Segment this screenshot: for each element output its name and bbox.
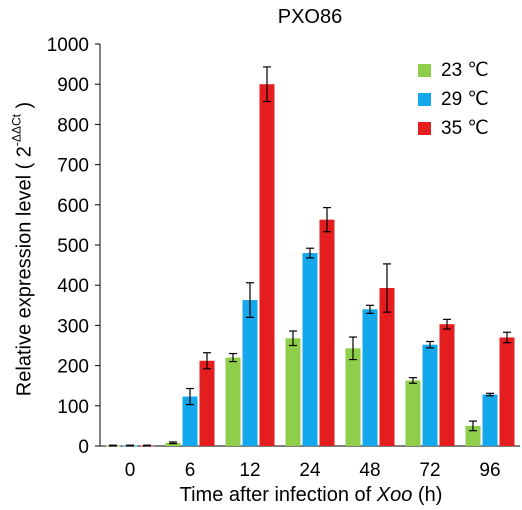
x-axis-label-main: Time after infection of bbox=[179, 484, 377, 506]
legend: 23 ℃ 29 ℃ 35 ℃ bbox=[418, 56, 489, 143]
y-tick-label: 300 bbox=[57, 316, 89, 337]
bar-29-96 bbox=[482, 394, 498, 446]
legend-label-23: 23 ℃ bbox=[441, 60, 489, 81]
y-tick-label: 0 bbox=[78, 437, 89, 458]
legend-item-29: 29 ℃ bbox=[418, 85, 489, 114]
y-tick-label: 500 bbox=[57, 236, 89, 257]
y-tick-label: 1000 bbox=[47, 35, 89, 56]
y-tick-label: 800 bbox=[57, 115, 89, 136]
x-axis-label: Time after infection of Xoo (h) bbox=[100, 484, 522, 507]
y-axis-label: Relative expression level ( 2-ΔΔCt ) bbox=[9, 101, 37, 397]
y-tick-label: 900 bbox=[57, 75, 89, 96]
legend-item-35: 35 ℃ bbox=[418, 114, 489, 143]
bar-23-48 bbox=[345, 348, 361, 446]
legend-label-35: 35 ℃ bbox=[441, 118, 489, 139]
legend-swatch-35 bbox=[418, 122, 431, 135]
bar-29-6 bbox=[182, 396, 198, 446]
y-tick-label: 400 bbox=[57, 276, 89, 297]
x-tick-label: 12 bbox=[239, 460, 260, 481]
bar-35-72 bbox=[439, 324, 455, 446]
legend-item-23: 23 ℃ bbox=[418, 56, 489, 85]
bar-35-96 bbox=[499, 337, 515, 446]
bar-23-12 bbox=[225, 357, 241, 446]
bar-29-48 bbox=[362, 309, 378, 446]
bar-23-24 bbox=[285, 338, 301, 446]
y-tick-label: 200 bbox=[57, 357, 89, 378]
bar-29-12 bbox=[242, 300, 258, 446]
legend-swatch-29 bbox=[418, 93, 431, 106]
legend-label-29: 29 ℃ bbox=[441, 89, 489, 110]
chart-title: PXO86 bbox=[277, 6, 343, 28]
bar-29-72 bbox=[422, 344, 438, 446]
bar-35-24 bbox=[319, 219, 335, 446]
bar-23-6 bbox=[165, 442, 181, 446]
x-tick-label: 48 bbox=[359, 460, 380, 481]
y-axis-label-superscript: -ΔΔCt bbox=[9, 114, 24, 147]
bar-35-48 bbox=[379, 288, 395, 446]
y-axis-label-close: ) bbox=[13, 101, 36, 115]
x-tick-label: 72 bbox=[419, 460, 440, 481]
y-tick-label: 600 bbox=[57, 196, 89, 217]
bar-23-72 bbox=[405, 380, 421, 446]
bar-35-12 bbox=[259, 84, 275, 446]
x-axis-label-end: (h) bbox=[412, 484, 443, 506]
y-tick-label: 100 bbox=[57, 397, 89, 418]
x-tick-label: 96 bbox=[479, 460, 500, 481]
x-tick-label: 0 bbox=[125, 460, 136, 481]
x-axis-label-italic: Xoo bbox=[376, 484, 413, 506]
bar-35-6 bbox=[199, 360, 215, 446]
legend-swatch-23 bbox=[418, 64, 431, 77]
y-tick-label: 700 bbox=[57, 156, 89, 177]
bar-29-24 bbox=[302, 253, 318, 446]
x-tick-label: 6 bbox=[185, 460, 196, 481]
x-tick-label: 24 bbox=[299, 460, 321, 481]
y-axis-label-main: Relative expression level ( 2 bbox=[13, 146, 36, 397]
